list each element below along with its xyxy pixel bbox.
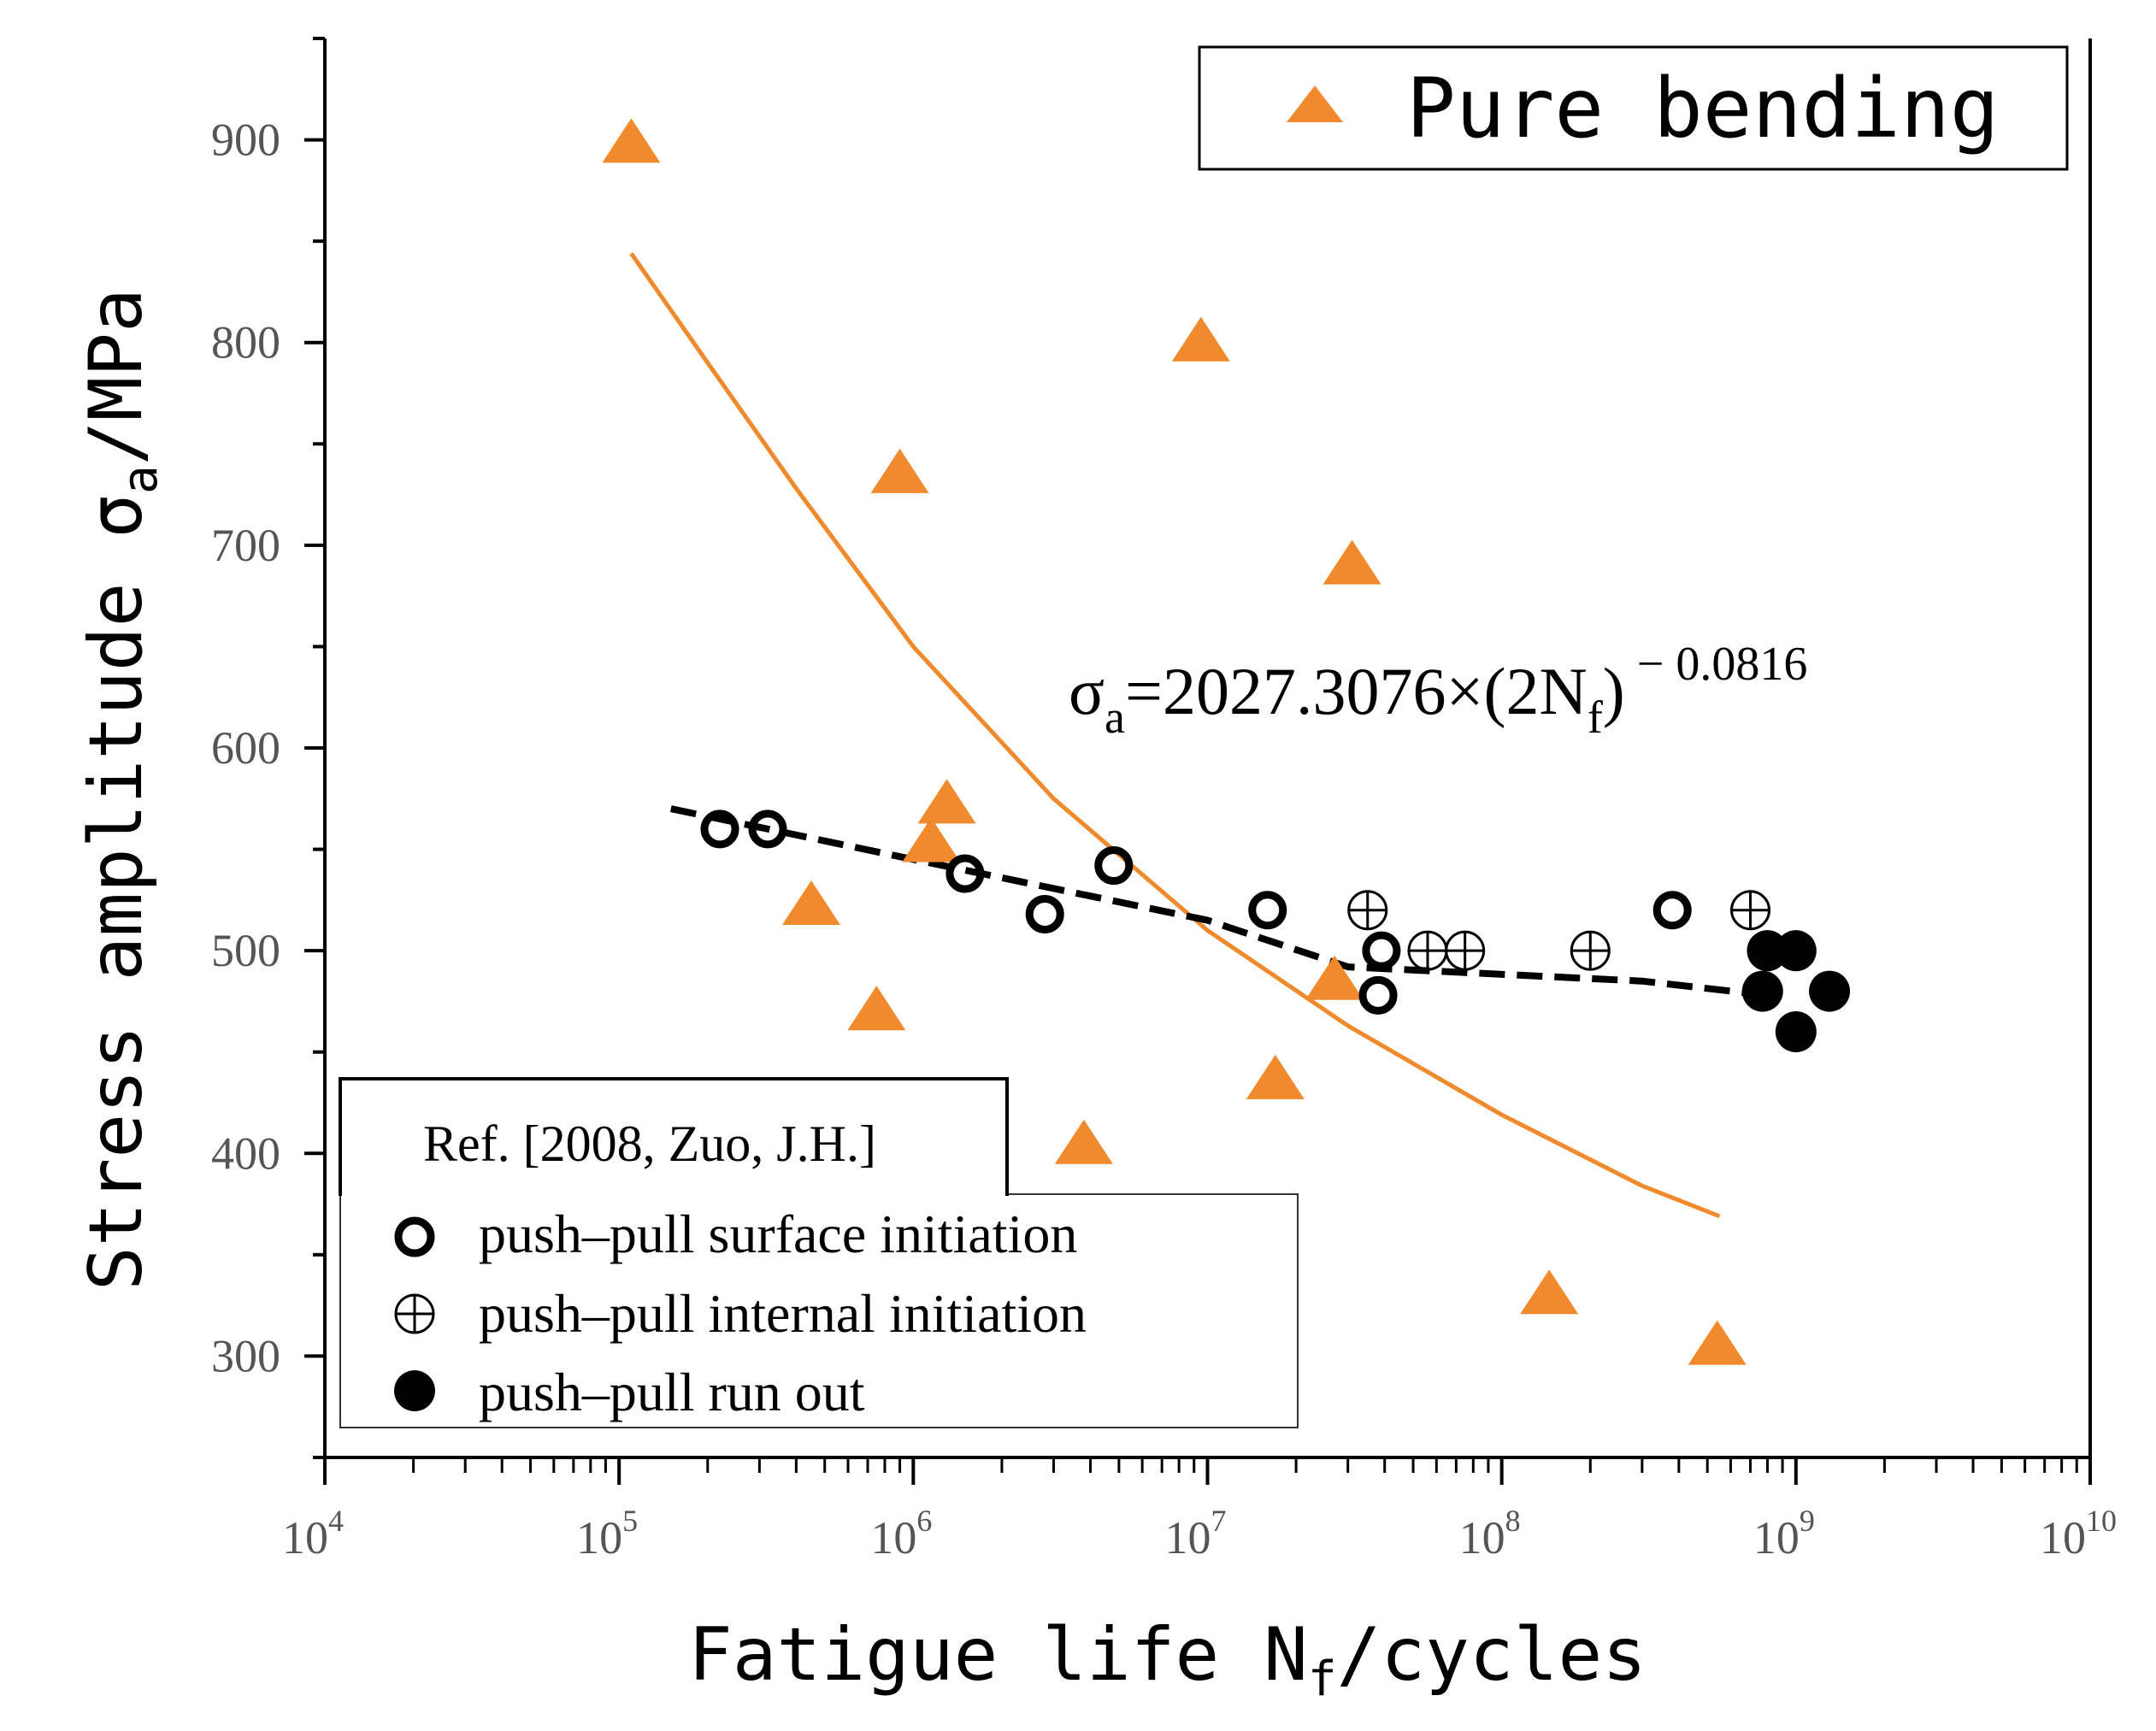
marker-run-out	[1809, 970, 1851, 1012]
x-tick-label: 105	[576, 1504, 638, 1563]
marker-surface-initiation	[945, 854, 985, 893]
marker-pure-bending	[902, 817, 961, 863]
y-tick-label: 800	[211, 317, 280, 368]
legend-filled-circle-marker	[394, 1370, 435, 1411]
legend-reference-box	[339, 1193, 1299, 1428]
marker-run-out	[1747, 930, 1788, 972]
marker-surface-initiation	[700, 810, 739, 849]
x-tick-label: 1010	[2040, 1504, 2117, 1563]
y-tick-label: 400	[211, 1128, 280, 1179]
y-tick-label: 300	[211, 1330, 280, 1381]
marker-surface-initiation	[748, 810, 787, 849]
marker-pure-bending	[1246, 1054, 1305, 1099]
y-axis-label-unit: /MPa	[74, 288, 159, 465]
marker-run-out	[1775, 1011, 1817, 1052]
equation-body: =2027.3076×(2N	[1125, 654, 1588, 728]
x-tick-label: 109	[1753, 1504, 1815, 1563]
x-tick-label: 107	[1165, 1504, 1227, 1563]
legend-reference: Ref. [2008, Zuo, J.H.] push–pull surface…	[339, 1077, 1299, 1428]
equation-subscript-f: f	[1588, 692, 1603, 743]
legend-pure-bending-label: Pure bending	[1406, 61, 2000, 156]
y-axis-label-sub: a	[113, 465, 168, 494]
marker-pure-bending	[917, 779, 976, 824]
equation-annotation: σa=2027.3076×(2Nf) − 0.0816	[1069, 638, 1807, 743]
marker-pure-bending	[1054, 1119, 1113, 1164]
legend-item-surface-label: push–pull surface initiation	[479, 1204, 1077, 1264]
marker-run-out	[1741, 970, 1783, 1012]
y-tick-label: 700	[211, 520, 280, 571]
marker-pure-bending	[1688, 1320, 1747, 1365]
marker-pure-bending	[847, 986, 906, 1031]
fit-curve-pure-bending	[629, 251, 1721, 1219]
x-axis-label-unit: /cycles	[1337, 1612, 1646, 1698]
equation-subscript: a	[1105, 692, 1125, 743]
legend-item-runout-label: push–pull run out	[479, 1362, 865, 1422]
y-axis-label-main: Stress amplitude σ	[74, 494, 159, 1291]
y-tick-label: 500	[211, 925, 280, 976]
marker-surface-initiation	[1652, 891, 1692, 930]
legend-item-internal-label: push–pull internal initiation	[479, 1283, 1087, 1344]
x-ticks: 104 105 106 107 108 109 1010	[282, 1457, 2117, 1563]
marker-internal-initiation	[1347, 890, 1388, 931]
marker-pure-bending	[1322, 539, 1381, 585]
x-tick-label: 104	[282, 1504, 344, 1563]
equation-exponent: − 0.0816	[1637, 638, 1808, 691]
marker-internal-initiation	[1407, 930, 1448, 971]
legend-crossed-circle-marker	[394, 1293, 435, 1334]
fit-line-push-pull	[669, 805, 1768, 999]
x-axis-label: Fatigue life Nf/cycles	[688, 1612, 1646, 1707]
marker-internal-initiation	[1445, 930, 1486, 971]
y-ticks: 300 400 500 600 700 800 900	[211, 37, 325, 1459]
marker-pure-bending	[1305, 955, 1364, 1000]
equation-close: )	[1603, 654, 1625, 728]
marker-pure-bending	[781, 880, 840, 925]
marker-internal-initiation	[1570, 930, 1611, 971]
data-markers	[602, 118, 1851, 1365]
marker-surface-initiation	[1248, 891, 1287, 930]
x-tick-label: 108	[1459, 1504, 1521, 1563]
marker-pure-bending	[602, 118, 661, 163]
x-axis-label-sub: f	[1308, 1652, 1337, 1707]
marker-internal-initiation	[1730, 890, 1771, 931]
marker-pure-bending	[1520, 1269, 1579, 1315]
legend-pure-bending: Pure bending	[1198, 45, 2069, 171]
legend-pure-bending-box	[1198, 45, 2069, 171]
marker-pure-bending	[1171, 316, 1230, 362]
marker-run-out	[1775, 930, 1817, 972]
legend-triangle-marker	[1287, 85, 1343, 122]
marker-surface-initiation	[1094, 846, 1134, 886]
marker-surface-initiation	[1362, 931, 1401, 970]
marker-surface-initiation	[1358, 975, 1398, 1015]
y-axis-label: Stress amplitude σa/MPa	[74, 288, 168, 1291]
marker-pure-bending	[870, 448, 929, 493]
x-tick-label: 106	[870, 1504, 932, 1563]
legend-open-circle-marker	[394, 1216, 435, 1257]
equation-symbol: σ	[1069, 654, 1105, 728]
marker-surface-initiation	[1025, 894, 1064, 933]
y-tick-label: 600	[211, 722, 280, 774]
x-axis-label-main: Fatigue life N	[688, 1612, 1308, 1698]
legend-reference-title: Ref. [2008, Zuo, J.H.]	[423, 1116, 876, 1172]
y-tick-label: 900	[211, 115, 280, 166]
